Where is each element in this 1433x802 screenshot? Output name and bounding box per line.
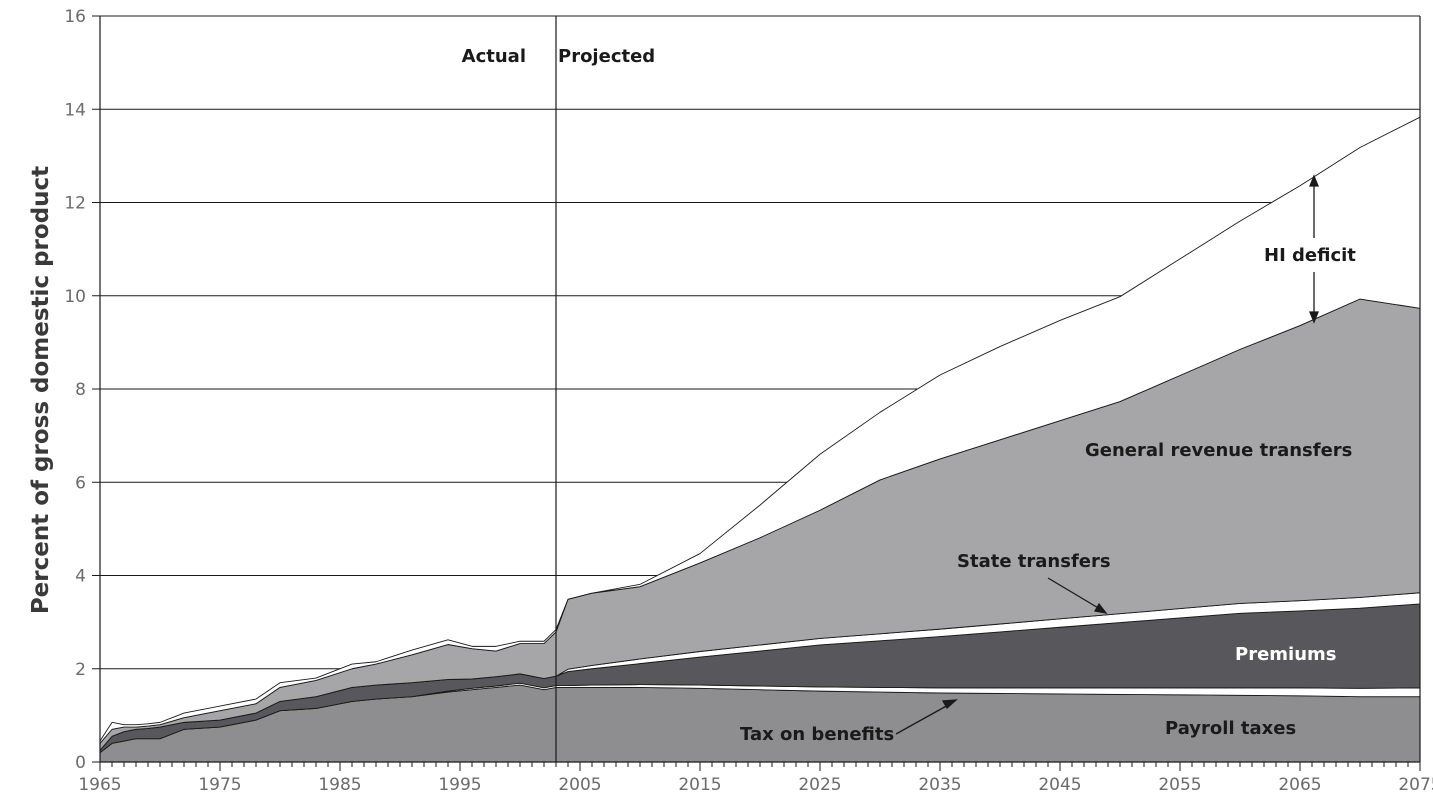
hi-deficit-arrowhead-down bbox=[1309, 311, 1319, 324]
y-tick-label-16: 16 bbox=[64, 7, 86, 27]
y-tick-label-0: 0 bbox=[75, 753, 86, 773]
hi-deficit-arrowhead-up bbox=[1309, 174, 1319, 187]
tax-on-benefits-arrow bbox=[895, 703, 951, 735]
x-tick-label-2015: 2015 bbox=[678, 775, 721, 795]
x-tick-label-2025: 2025 bbox=[798, 775, 841, 795]
annotation-premiums: Premiums bbox=[1235, 644, 1337, 665]
y-tick-label-14: 14 bbox=[64, 100, 86, 120]
y-tick-label-4: 4 bbox=[75, 567, 86, 587]
x-tick-label-1975: 1975 bbox=[198, 775, 241, 795]
x-tick-label-1965: 1965 bbox=[78, 775, 121, 795]
y-tick-label-2: 2 bbox=[75, 660, 86, 680]
actual-label: Actual bbox=[462, 46, 526, 67]
grid-lines bbox=[100, 15, 1420, 670]
x-tick-label-1995: 1995 bbox=[438, 775, 481, 795]
annotation-general-revenue: General revenue transfers bbox=[1085, 440, 1352, 461]
stacked-areas bbox=[99, 116, 1421, 763]
y-tick-labels: 0 2 4 6 8 10 12 14 16 bbox=[64, 7, 100, 773]
y-tick-label-12: 12 bbox=[64, 194, 86, 214]
x-tick-label-2075: 2075 bbox=[1398, 775, 1433, 795]
y-tick-label-8: 8 bbox=[75, 380, 86, 400]
x-tick-label-2045: 2045 bbox=[1038, 775, 1081, 795]
state-transfers-arrowhead bbox=[1093, 602, 1108, 614]
annotation-hi-deficit: HI deficit bbox=[1264, 245, 1356, 266]
x-tick-labels: 1965 1975 1985 1995 2005 2015 2025 2035 2045 2055… bbox=[78, 762, 1433, 795]
tax-on-benefits-arrowhead bbox=[941, 699, 958, 710]
projected-label: Projected bbox=[558, 46, 655, 67]
x-tick-label-2005: 2005 bbox=[558, 775, 601, 795]
annotation-tax-on-benefits: Tax on benefits bbox=[740, 724, 894, 745]
x-tick-label-2035: 2035 bbox=[918, 775, 961, 795]
y-tick-label-6: 6 bbox=[75, 473, 86, 493]
x-tick-label-2055: 2055 bbox=[1158, 775, 1201, 795]
x-tick-label-1985: 1985 bbox=[318, 775, 361, 795]
y-tick-label-10: 10 bbox=[64, 287, 86, 307]
y-axis-label: Percent of gross domestic product bbox=[28, 166, 54, 614]
state-transfers-arrow bbox=[1047, 577, 1101, 610]
annotation-state-transfers: State transfers bbox=[957, 551, 1111, 572]
annotation-arrows bbox=[895, 174, 1319, 735]
x-tick-label-2065: 2065 bbox=[1278, 775, 1321, 795]
annotation-payroll-taxes: Payroll taxes bbox=[1165, 718, 1296, 739]
